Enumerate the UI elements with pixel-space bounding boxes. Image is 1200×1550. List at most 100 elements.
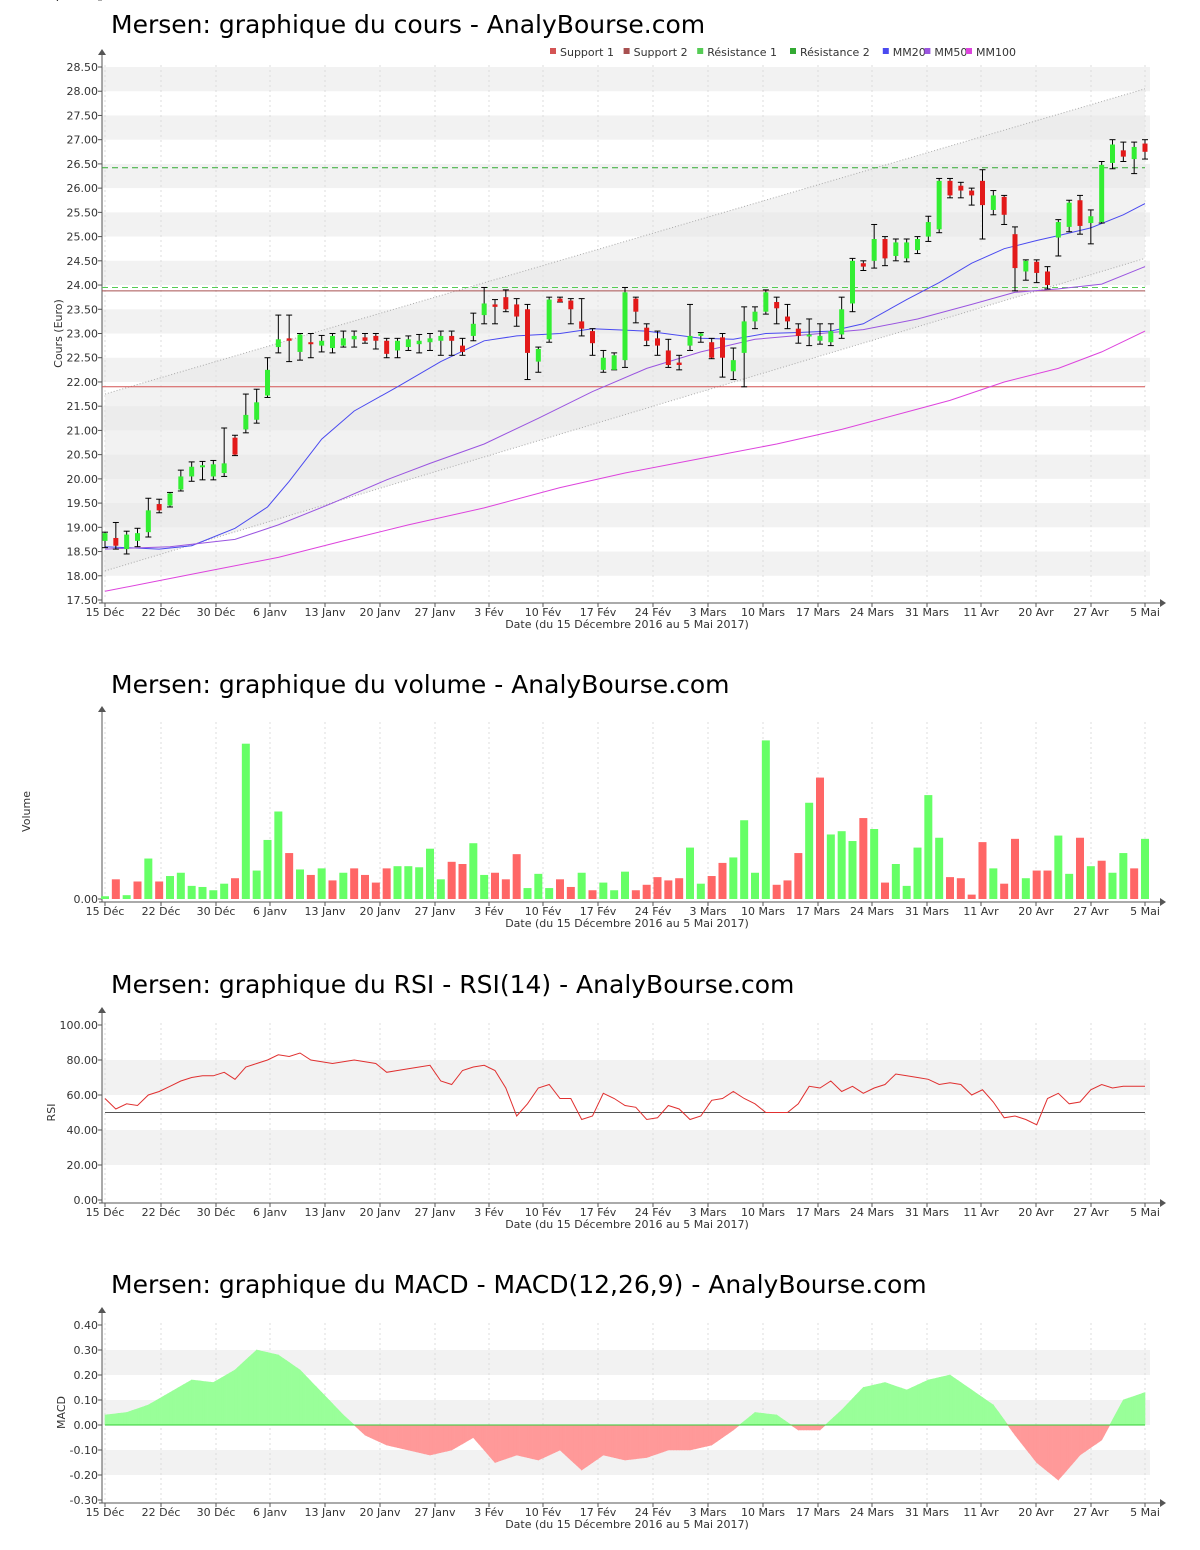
macd-area-negative [1063,1424,1067,1475]
candle [1131,141,1138,175]
macd-area-negative [443,1424,447,1453]
candle [123,530,130,555]
legend-swatch [697,48,704,54]
macd-area-positive [158,1396,163,1426]
macd-area-negative [473,1424,477,1442]
macd-area-positive [316,1386,320,1426]
x-tick-label: 17 Fév [580,1506,617,1519]
candle [112,521,119,550]
candle [903,238,910,263]
volume-bar [231,878,239,899]
candle-body [113,537,119,546]
candle-body [373,335,379,341]
macd-area-positive [838,1409,842,1426]
candle [654,330,661,356]
y-tick-label: 60.00 [67,1089,99,1102]
candle [210,459,217,481]
volume-bar [447,861,456,899]
macd-area-positive [865,1385,870,1426]
macd-area-positive [329,1400,333,1426]
candle-body [275,339,281,348]
volume-bar [642,884,651,899]
candle-body [1077,200,1083,226]
candle [762,289,769,315]
macd-area-positive [121,1412,125,1426]
macd-area-negative [630,1424,634,1460]
x-tick-label: 24 Mars [850,1506,894,1519]
macd-area-positive [204,1381,209,1426]
y-tick-label: 18.50 [67,546,99,559]
legend-swatch [550,48,556,54]
macd-area-positive [773,1414,777,1426]
macd-area-positive [752,1411,756,1426]
volume-bar [881,882,889,899]
x-tick-label: 24 Mars [850,1206,894,1219]
macd-area-negative [519,1424,523,1457]
candle [188,461,195,482]
macd-area-negative [540,1424,545,1460]
x-tick-label: 27 Avr [1073,905,1109,918]
y-tick-label: 20.00 [67,1159,99,1172]
volume-bar [675,878,684,899]
macd-area-negative [1022,1424,1027,1450]
macd-area-positive [240,1361,244,1426]
price-chart-title: Mersen: graphique du cours - AnalyBourse… [111,10,706,39]
macd-area-negative [1077,1424,1081,1459]
macd-area-positive [987,1400,991,1426]
x-tick-label: 10 Fév [525,1506,562,1519]
x-tick-label: 24 Mars [850,905,894,918]
macd-area-negative [1009,1424,1013,1433]
candle [221,427,228,477]
macd-area-negative [716,1424,721,1442]
candle-body [871,239,877,261]
macd-area-negative [597,1424,601,1460]
candle-body [1023,260,1029,272]
x-tick-label: 13 Janv [305,905,346,918]
y-axis-arrow [98,49,106,55]
volume-bar [404,866,413,899]
candle-body [416,340,422,345]
candle-body [1099,164,1105,223]
x-tick-label: 3 Fév [474,1206,504,1219]
macd-area-negative [1033,1424,1037,1464]
candle [383,337,390,359]
macd-area-negative [1060,1424,1065,1478]
candle-body [644,327,650,341]
macd-area-positive [974,1391,978,1426]
macd-area-negative [462,1424,466,1445]
legend-label: Support 2 [634,46,688,59]
candle-body [676,362,682,365]
macd-area-negative [592,1424,596,1464]
candle-body [427,338,433,343]
macd-area-negative [651,1424,656,1457]
macd-area-negative [527,1424,531,1459]
macd-area-negative [497,1424,501,1463]
macd-area-positive [846,1400,851,1426]
macd-area-positive [979,1395,983,1426]
macd-area-negative [538,1424,542,1461]
macd-area-positive [936,1377,940,1426]
volume-bar [859,818,868,899]
volume-bar [924,795,933,899]
macd-area-negative [362,1424,366,1436]
x-tick-label: 3 Mars [690,905,727,918]
volume-bar [686,847,694,899]
candle-body [265,369,270,396]
volume-bar [826,834,835,899]
y-tick-label: 21.00 [67,424,99,437]
candle-body [752,311,758,322]
macd-area-negative [659,1424,664,1454]
macd-area-positive [938,1376,943,1426]
candle [632,296,639,324]
candle [1142,139,1148,160]
candle [427,333,433,351]
y-tick-label: 0.00 [74,893,99,906]
macd-area-negative [492,1424,496,1464]
candle [307,333,314,359]
x-tick-label: 3 Mars [690,1206,727,1219]
candle [557,296,563,303]
macd-area-positive [901,1387,905,1426]
volume-bar [1054,835,1063,899]
candle-body [698,333,704,336]
volume-bar [350,868,359,899]
